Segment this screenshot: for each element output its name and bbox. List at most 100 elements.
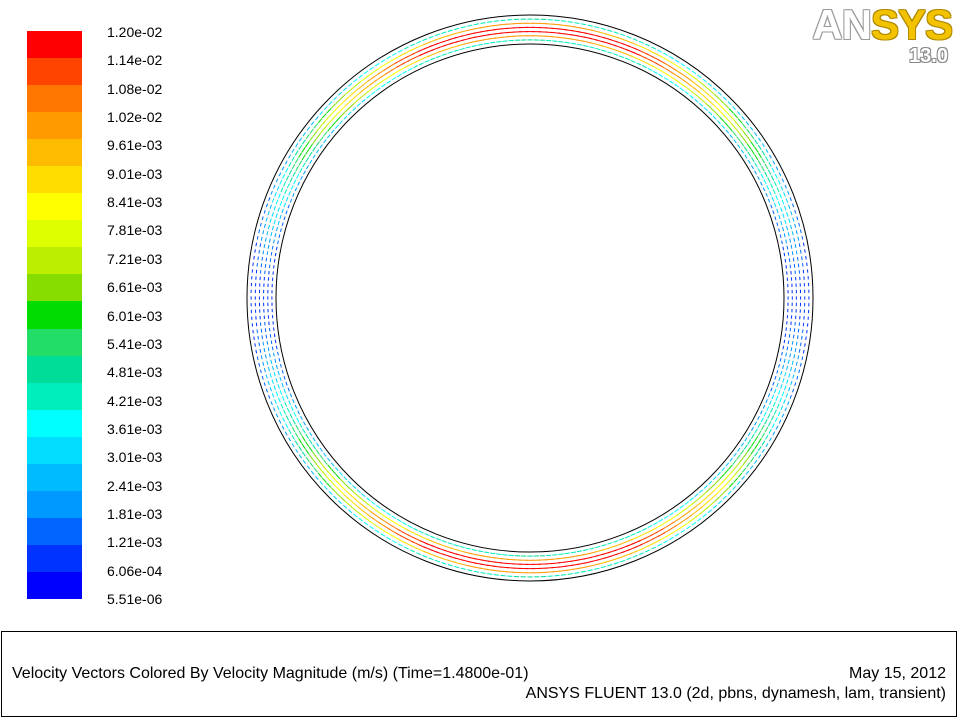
velocity-vector: [319, 128, 325, 135]
velocity-vector: [660, 535, 667, 541]
velocity-vector: [365, 517, 372, 523]
velocity-vector: [618, 537, 625, 541]
velocity-vector: [306, 465, 311, 470]
velocity-vector: [320, 469, 326, 476]
velocity-vector: [292, 193, 295, 197]
velocity-vector: [348, 509, 353, 514]
velocity-vector: [710, 107, 716, 113]
velocity-vector: [335, 492, 341, 498]
velocity-vector: [354, 498, 362, 505]
velocity-vector: [287, 387, 290, 392]
velocity-vector: [757, 438, 762, 444]
velocity-vector: [288, 421, 293, 427]
velocity-vector: [704, 505, 711, 511]
velocity-vector: [762, 404, 766, 409]
velocity-vector: [258, 362, 261, 367]
velocity-vector: [792, 257, 795, 262]
velocity-vector: [773, 409, 777, 415]
velocity-vector: [277, 207, 280, 212]
velocity-vector: [747, 151, 752, 157]
velocity-vector: [301, 435, 306, 442]
velocity-vector: [689, 94, 694, 99]
velocity-vector: [742, 130, 748, 137]
velocity-vector: [686, 87, 693, 93]
velocity-vector: [636, 58, 645, 63]
velocity-vector: [620, 559, 626, 563]
velocity-vector: [380, 533, 386, 537]
velocity-vector: [705, 103, 712, 109]
velocity-vector: [560, 20, 567, 22]
velocity-vector: [471, 44, 477, 48]
velocity-vector: [694, 98, 699, 103]
velocity-vector: [671, 529, 679, 534]
velocity-vector: [301, 154, 306, 161]
velocity-vector: [428, 553, 437, 557]
velocity-vector: [294, 150, 299, 156]
velocity-vector: [266, 340, 269, 345]
velocity-vector: [397, 49, 403, 53]
velocity-vector: [734, 469, 740, 476]
velocity-vector: [294, 404, 298, 409]
velocity-vector: [601, 49, 607, 52]
velocity-vector: [760, 410, 763, 415]
velocity-vector: [403, 46, 409, 50]
velocity-vector: [273, 258, 276, 263]
velocity-vector: [454, 27, 460, 31]
velocity-vector: [286, 183, 290, 189]
velocity-vector: [391, 77, 397, 81]
velocity-vector: [335, 124, 339, 129]
velocity-vector: [283, 409, 287, 415]
velocity-vector: [271, 346, 274, 351]
velocity-vector: [750, 433, 755, 439]
velocity-vector: [570, 551, 577, 554]
velocity-vector: [780, 207, 783, 212]
velocity-vector: [717, 109, 724, 115]
velocity-vector: [493, 20, 500, 22]
velocity-vector: [781, 178, 785, 183]
velocity-vector: [757, 446, 762, 452]
velocity-vector: [776, 222, 779, 227]
velocity-vector: [784, 333, 787, 338]
velocity-vector: [308, 454, 314, 460]
velocity-vector: [721, 124, 725, 129]
velocity-vector: [387, 532, 395, 538]
velocity-vector: [783, 233, 786, 238]
velocity-vector: [269, 218, 272, 223]
velocity-vector: [613, 562, 619, 565]
velocity-vector: [273, 385, 276, 391]
velocity-vector: [790, 210, 793, 216]
velocity-vector: [698, 91, 706, 98]
velocity-vector: [801, 335, 803, 340]
velocity-vector: [761, 143, 765, 148]
velocity-vector: [326, 108, 332, 114]
velocity-vector: [642, 545, 650, 550]
velocity-vector: [275, 378, 278, 383]
velocity-vector: [770, 415, 775, 421]
velocity-vector: [263, 382, 266, 387]
velocity-vector: [460, 567, 466, 570]
velocity-vector: [658, 73, 664, 78]
velocity-vector: [354, 81, 361, 87]
velocity-vector: [298, 438, 303, 444]
velocity-vector: [781, 199, 785, 205]
velocity-vector: [284, 160, 288, 165]
velocity-vector: [789, 395, 792, 399]
velocity-vector: [320, 120, 326, 127]
velocity-vector: [789, 197, 792, 201]
velocity-vector: [774, 417, 778, 423]
velocity-vector: [280, 403, 284, 409]
velocity-vector: [580, 23, 587, 26]
velocity-vector: [343, 115, 348, 120]
velocity-vector: [763, 179, 767, 185]
velocity-vector: [782, 378, 785, 383]
velocity-vector: [326, 482, 332, 488]
velocity-vector: [303, 170, 306, 175]
velocity-vector: [786, 365, 789, 371]
velocity-vector: [696, 84, 703, 90]
velocity-vector: [712, 476, 717, 481]
velocity-vector: [477, 43, 484, 46]
velocity-vector: [753, 459, 758, 464]
velocity-vector: [273, 219, 276, 225]
velocity-vector: [632, 554, 638, 558]
velocity-vector: [727, 101, 732, 106]
